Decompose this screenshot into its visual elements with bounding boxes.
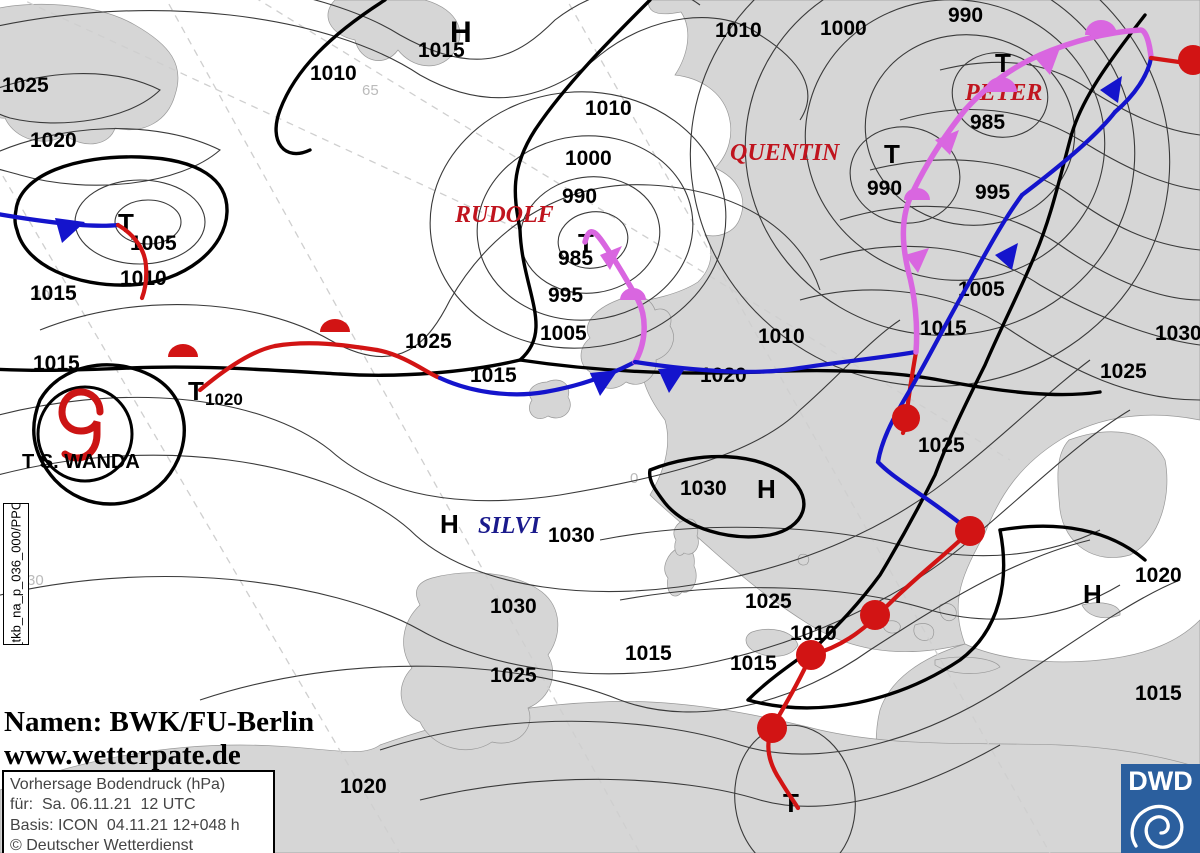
svg-text:1020: 1020 [1135,564,1182,587]
svg-text:SILVI: SILVI [478,513,541,539]
svg-text:1000: 1000 [820,17,867,40]
svg-text:1010: 1010 [758,325,805,348]
svg-text:1015: 1015 [470,364,517,387]
svg-text:H: H [450,16,472,49]
svg-text:995: 995 [975,181,1010,204]
svg-text:1025: 1025 [745,590,792,613]
svg-text:1030: 1030 [490,595,537,618]
svg-text:T: T [884,139,900,169]
svg-text:RUDOLF: RUDOLF [454,202,554,228]
svg-text:T S. WANDA: T S. WANDA [22,451,140,473]
svg-text:1025: 1025 [2,74,49,97]
svg-text:1025: 1025 [490,664,537,687]
svg-text:990: 990 [948,4,983,27]
svg-text:H: H [440,509,459,539]
svg-text:QUENTIN: QUENTIN [730,140,841,166]
svg-text:1025: 1025 [1100,360,1147,383]
svg-text:1015: 1015 [1135,682,1182,705]
svg-text:1020: 1020 [205,390,243,409]
svg-text:1000: 1000 [565,147,612,170]
svg-text:0: 0 [630,470,638,487]
svg-text:1020: 1020 [340,775,387,798]
svg-text:H: H [757,474,776,504]
svg-text:985: 985 [970,111,1005,134]
svg-text:1020: 1020 [700,364,747,387]
svg-text:990: 990 [867,177,902,200]
svg-text:1020: 1020 [30,129,77,152]
svg-text:995: 995 [548,284,583,307]
svg-text:1025: 1025 [405,330,452,353]
svg-text:1015: 1015 [33,352,80,375]
svg-text:990: 990 [562,185,597,208]
svg-text:65: 65 [362,82,379,99]
svg-text:1030: 1030 [680,477,727,500]
svg-text:1015: 1015 [730,652,777,675]
svg-text:1030: 1030 [1155,322,1200,345]
svg-text:H: H [1083,579,1102,609]
svg-text:1010: 1010 [310,62,357,85]
svg-text:1010: 1010 [715,19,762,42]
svg-text:1030: 1030 [548,524,595,547]
svg-text:1015: 1015 [30,282,77,305]
svg-text:1010: 1010 [585,97,632,120]
svg-text:1025: 1025 [918,434,965,457]
svg-text:1005: 1005 [540,322,587,345]
svg-text:1015: 1015 [625,642,672,665]
